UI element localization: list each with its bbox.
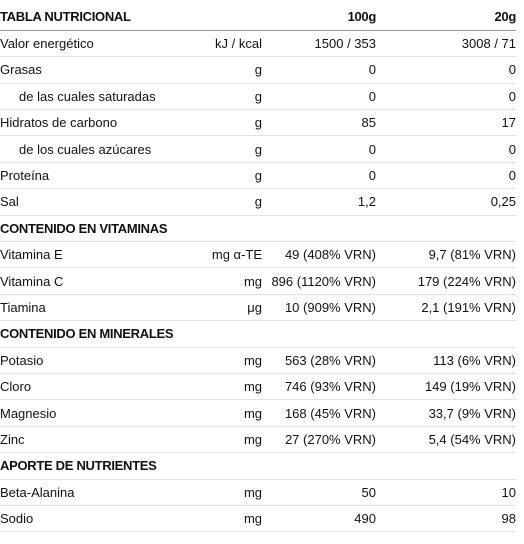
section-title: CONTENIDO EN MINERALES xyxy=(0,320,516,348)
row-unit: mg α-TE xyxy=(200,241,262,269)
row-unit: g xyxy=(200,188,262,216)
row-value-100g: 168 (45% VRN) xyxy=(262,399,376,427)
table-row-chloride: Cloro mg 746 (93% VRN) 149 (19% VRN) xyxy=(0,373,516,401)
row-unit: g xyxy=(200,56,262,84)
row-value-20g: 149 (19% VRN) xyxy=(376,373,516,401)
row-unit: g xyxy=(200,109,262,137)
row-label: Proteína xyxy=(0,162,200,190)
row-value-100g: 10 (909% VRN) xyxy=(262,294,376,322)
row-label: Hidratos de carbono xyxy=(0,109,200,137)
row-label: de las cuales saturadas xyxy=(0,83,200,111)
row-value-100g: 49 (408% VRN) xyxy=(262,241,376,269)
row-label: Valor energético xyxy=(0,30,200,58)
row-unit: mg xyxy=(200,347,262,374)
column-header-20g: 20g xyxy=(376,4,516,31)
row-value-20g: 98 xyxy=(376,505,516,533)
row-label: Zinc xyxy=(0,426,200,454)
table-row-zinc: Zinc mg 27 (270% VRN) 5,4 (54% VRN) xyxy=(0,426,516,454)
table-row-fat: Grasas g 0 0 xyxy=(0,56,516,84)
row-value-100g: 1500 / 353 xyxy=(262,30,376,58)
row-value-20g: 0,25 xyxy=(376,188,516,216)
row-label: Cloro xyxy=(0,373,200,401)
row-value-20g: 2,1 (191% VRN) xyxy=(376,294,516,322)
row-value-100g: 0 xyxy=(262,162,376,190)
row-label: Vitamina E xyxy=(0,241,200,269)
row-value-20g: 0 xyxy=(376,56,516,84)
row-value-20g: 179 (224% VRN) xyxy=(376,267,516,295)
row-label: Grasas xyxy=(0,56,200,84)
row-unit: mg xyxy=(200,267,262,295)
row-value-100g: 50 xyxy=(262,479,376,506)
table-row-salt: Sal g 1,2 0,25 xyxy=(0,188,516,216)
row-value-20g: 0 xyxy=(376,135,516,163)
section-title: CONTENIDO EN VITAMINAS xyxy=(0,215,516,243)
row-value-100g: 0 xyxy=(262,56,376,84)
section-title: APORTE DE NUTRIENTES xyxy=(0,452,516,480)
row-value-100g: 0 xyxy=(262,83,376,111)
unit-header xyxy=(200,4,262,31)
row-value-20g: 17 xyxy=(376,109,516,137)
column-header-100g: 100g xyxy=(262,4,376,31)
row-unit: μg xyxy=(200,294,262,322)
row-value-100g: 85 xyxy=(262,109,376,137)
row-label: Potasio xyxy=(0,347,200,374)
row-value-20g: 9,7 (81% VRN) xyxy=(376,241,516,269)
table-row-potassium: Potasio mg 563 (28% VRN) 113 (6% VRN) xyxy=(0,347,516,374)
table-row-magnesium: Magnesio mg 168 (45% VRN) 33,7 (9% VRN) xyxy=(0,399,516,427)
table-row-thiamine: Tiamina μg 10 (909% VRN) 2,1 (191% VRN) xyxy=(0,294,516,322)
row-value-100g: 746 (93% VRN) xyxy=(262,373,376,401)
row-value-20g: 3008 / 71 xyxy=(376,30,516,58)
row-unit: mg xyxy=(200,479,262,506)
row-unit: g xyxy=(200,162,262,190)
row-unit: mg xyxy=(200,505,262,533)
row-label: Beta-Alanina xyxy=(0,479,200,506)
table-row-vitamin-e: Vitamina E mg α-TE 49 (408% VRN) 9,7 (81… xyxy=(0,241,516,269)
row-value-20g: 5,4 (54% VRN) xyxy=(376,426,516,454)
row-label: Sodio xyxy=(0,505,200,533)
row-value-20g: 10 xyxy=(376,479,516,506)
row-unit: g xyxy=(200,83,262,111)
table-row-sugars: de los cuales azúcares g 0 0 xyxy=(0,135,516,163)
row-value-100g: 490 xyxy=(262,505,376,533)
table-title: TABLA NUTRICIONAL xyxy=(0,4,200,31)
row-value-100g: 0 xyxy=(262,135,376,163)
section-header-vitamins: CONTENIDO EN VITAMINAS xyxy=(0,215,516,243)
row-value-100g: 27 (270% VRN) xyxy=(262,426,376,454)
row-unit: kJ / kcal xyxy=(200,30,262,58)
row-value-20g: 0 xyxy=(376,162,516,190)
table-row-sodium: Sodio mg 490 98 xyxy=(0,505,516,533)
row-value-20g: 0 xyxy=(376,83,516,111)
row-value-100g: 1,2 xyxy=(262,188,376,216)
row-unit: mg xyxy=(200,399,262,427)
row-label: Magnesio xyxy=(0,399,200,427)
row-unit: g xyxy=(200,135,262,163)
row-unit: mg xyxy=(200,373,262,401)
row-label: Tiamina xyxy=(0,294,200,322)
row-value-20g: 33,7 (9% VRN) xyxy=(376,399,516,427)
table-row-protein: Proteína g 0 0 xyxy=(0,162,516,190)
section-header-minerals: CONTENIDO EN MINERALES xyxy=(0,320,516,348)
row-label: Sal xyxy=(0,188,200,216)
row-value-20g: 113 (6% VRN) xyxy=(376,347,516,374)
row-unit: mg xyxy=(200,426,262,454)
row-value-100g: 563 (28% VRN) xyxy=(262,347,376,374)
table-header-row: TABLA NUTRICIONAL 100g 20g xyxy=(0,4,516,31)
table-row-energy: Valor energético kJ / kcal 1500 / 353 30… xyxy=(0,30,516,58)
section-header-nutrients: APORTE DE NUTRIENTES xyxy=(0,452,516,480)
row-label: Vitamina C xyxy=(0,267,200,295)
table-row-vitamin-c: Vitamina C mg 896 (1120% VRN) 179 (224% … xyxy=(0,267,516,295)
row-label: de los cuales azúcares xyxy=(0,135,200,163)
table-row-carbohydrates: Hidratos de carbono g 85 17 xyxy=(0,109,516,137)
table-row-beta-alanine: Beta-Alanina mg 50 10 xyxy=(0,479,516,506)
row-value-100g: 896 (1120% VRN) xyxy=(262,267,376,295)
table-row-saturated-fat: de las cuales saturadas g 0 0 xyxy=(0,83,516,111)
nutrition-table: TABLA NUTRICIONAL 100g 20g Valor energét… xyxy=(0,4,516,533)
